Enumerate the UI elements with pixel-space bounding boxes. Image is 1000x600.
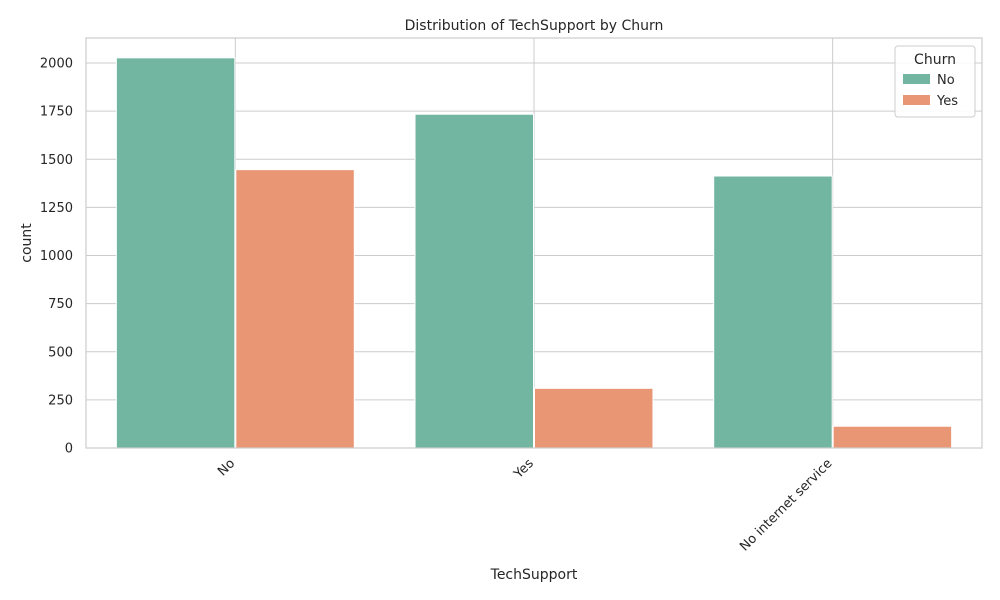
y-tick-label: 250 — [48, 393, 73, 408]
x-tick-labels: No Yes No internet service — [215, 456, 835, 554]
legend-swatch-no — [903, 74, 930, 84]
y-tick-label: 500 — [48, 345, 73, 360]
legend-label-yes: Yes — [936, 94, 958, 109]
x-tick-label: No internet service — [737, 456, 835, 554]
x-tick-label: No — [215, 456, 238, 479]
bars — [115, 57, 953, 449]
y-tick-label: 1000 — [40, 249, 73, 264]
y-axis-label: count — [19, 223, 35, 263]
bar-no-churn-yes — [235, 169, 355, 449]
plot-frame — [85, 37, 983, 449]
y-tick-label: 1250 — [40, 201, 73, 216]
y-tick-label: 0 — [65, 442, 73, 457]
bar-no-internet-service-churn-yes — [832, 425, 953, 449]
chart-title: Distribution of TechSupport by Churn — [405, 18, 664, 34]
legend-title: Churn — [914, 52, 956, 68]
x-tick-label: Yes — [511, 456, 537, 482]
legend-entries: No Yes — [903, 73, 958, 109]
bar-yes-churn-yes — [534, 387, 654, 449]
y-tick-labels: 0 250 500 750 1000 1250 1500 1750 2000 — [40, 57, 73, 457]
y-tick-label: 2000 — [40, 57, 73, 72]
bar-no-internet-service-churn-no — [713, 175, 833, 449]
y-tick-label: 750 — [48, 297, 73, 312]
legend: Churn No Yes — [894, 45, 976, 118]
y-tick-label: 1500 — [40, 153, 73, 168]
y-tick-label: 1750 — [40, 105, 73, 120]
bar-no-churn-no — [115, 57, 236, 449]
x-axis-label: TechSupport — [490, 567, 578, 583]
bar-yes-churn-no — [414, 113, 534, 449]
legend-swatch-yes — [903, 95, 930, 105]
legend-label-no: No — [937, 73, 955, 88]
